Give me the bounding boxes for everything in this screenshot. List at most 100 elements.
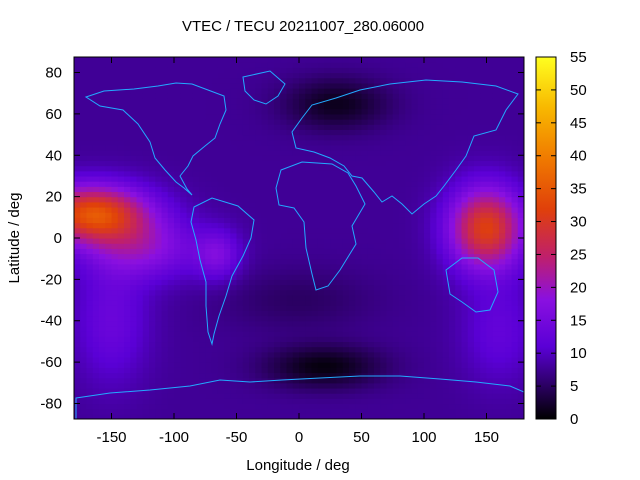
heatmap-cell <box>330 320 338 327</box>
heatmap-cell <box>355 57 363 63</box>
heatmap-cell <box>299 331 306 337</box>
heatmap-cell <box>292 57 300 63</box>
heatmap-cell <box>405 382 413 389</box>
heatmap-cell <box>242 124 250 130</box>
heatmap-cell <box>380 57 388 63</box>
heatmap-cell <box>161 372 169 379</box>
heatmap-cell <box>230 217 238 224</box>
heatmap-cell <box>455 98 463 105</box>
heatmap-cell <box>417 341 425 348</box>
heatmap-cell <box>217 325 225 332</box>
heatmap-cell <box>92 108 100 115</box>
heatmap-cell <box>411 263 419 270</box>
heatmap-cell <box>174 150 181 156</box>
heatmap-cell <box>92 222 100 229</box>
heatmap-cell <box>255 165 263 172</box>
heatmap-cell <box>255 393 263 399</box>
heatmap-cell <box>117 274 125 280</box>
heatmap-cell <box>380 165 388 172</box>
heatmap-cell <box>311 367 319 374</box>
heatmap-cell <box>161 139 169 146</box>
heatmap-cell <box>192 346 200 353</box>
heatmap-cell <box>211 403 219 410</box>
heatmap-cell <box>186 315 194 322</box>
heatmap-cell <box>392 336 400 343</box>
heatmap-cell <box>305 57 313 63</box>
heatmap-cell <box>292 263 300 270</box>
heatmap-cell <box>167 201 175 208</box>
heatmap-cell <box>286 160 294 167</box>
heatmap-cell <box>167 232 175 239</box>
heatmap-cell <box>236 243 244 249</box>
heatmap-cell <box>486 362 494 368</box>
heatmap-cell <box>211 289 219 296</box>
heatmap-cell <box>436 82 444 89</box>
heatmap-cell <box>130 294 138 301</box>
heatmap-cell <box>117 170 125 177</box>
heatmap-cell <box>399 387 406 394</box>
heatmap-cell <box>455 320 463 327</box>
heatmap-cell <box>480 238 488 244</box>
heatmap-cell <box>467 72 475 79</box>
heatmap-cell <box>99 377 106 384</box>
heatmap-cell <box>342 82 350 89</box>
heatmap-cell <box>261 93 269 99</box>
heatmap-cell <box>461 170 469 177</box>
heatmap-cell <box>192 413 200 419</box>
heatmap-cell <box>155 186 163 193</box>
heatmap-cell <box>99 393 106 399</box>
heatmap-cell <box>299 119 306 125</box>
heatmap-cell <box>430 351 438 358</box>
heatmap-cell <box>455 227 463 234</box>
heatmap-cell <box>130 170 138 177</box>
heatmap-cell <box>436 331 444 337</box>
heatmap-cell <box>480 284 488 291</box>
heatmap-cell <box>86 356 94 363</box>
heatmap-cell <box>317 175 325 182</box>
heatmap-cell <box>186 274 194 280</box>
heatmap-cell <box>330 222 338 229</box>
heatmap-cell <box>361 305 369 311</box>
heatmap-cell <box>486 300 494 306</box>
heatmap-cell <box>242 310 250 317</box>
heatmap-cell <box>205 263 213 270</box>
heatmap-cell <box>474 248 481 255</box>
heatmap-cell <box>405 201 413 208</box>
heatmap-cell <box>424 377 431 384</box>
heatmap-cell <box>130 325 138 332</box>
heatmap-cell <box>442 170 450 177</box>
heatmap-cell <box>261 289 269 296</box>
heatmap-cell <box>349 108 356 115</box>
heatmap-cell <box>111 284 119 291</box>
heatmap-cell <box>324 191 331 198</box>
heatmap-cell <box>142 196 150 203</box>
heatmap-cell <box>349 356 356 363</box>
heatmap-cell <box>292 238 300 244</box>
heatmap-cell <box>130 150 138 156</box>
heatmap-cell <box>461 289 469 296</box>
heatmap-cell <box>142 72 150 79</box>
heatmap-cell <box>224 331 231 337</box>
heatmap-cell <box>442 403 450 410</box>
heatmap-cell <box>442 408 450 415</box>
heatmap-cell <box>92 362 100 368</box>
heatmap-cell <box>280 186 288 193</box>
heatmap-cell <box>405 279 413 286</box>
heatmap-cell <box>161 119 169 125</box>
heatmap-cell <box>274 331 281 337</box>
heatmap-cell <box>349 315 356 322</box>
heatmap-cell <box>117 398 125 405</box>
heatmap-cell <box>255 274 263 280</box>
heatmap-cell <box>386 351 394 358</box>
heatmap-cell <box>292 119 300 125</box>
heatmap-cell <box>424 62 431 68</box>
heatmap-cell <box>299 212 306 218</box>
heatmap-cell <box>342 103 350 110</box>
heatmap-cell <box>424 284 431 291</box>
heatmap-cell <box>217 258 225 265</box>
heatmap-cell <box>405 108 413 115</box>
heatmap-cell <box>305 398 313 405</box>
heatmap-cell <box>142 227 150 234</box>
heatmap-cell <box>299 351 306 358</box>
heatmap-cell <box>436 191 444 198</box>
